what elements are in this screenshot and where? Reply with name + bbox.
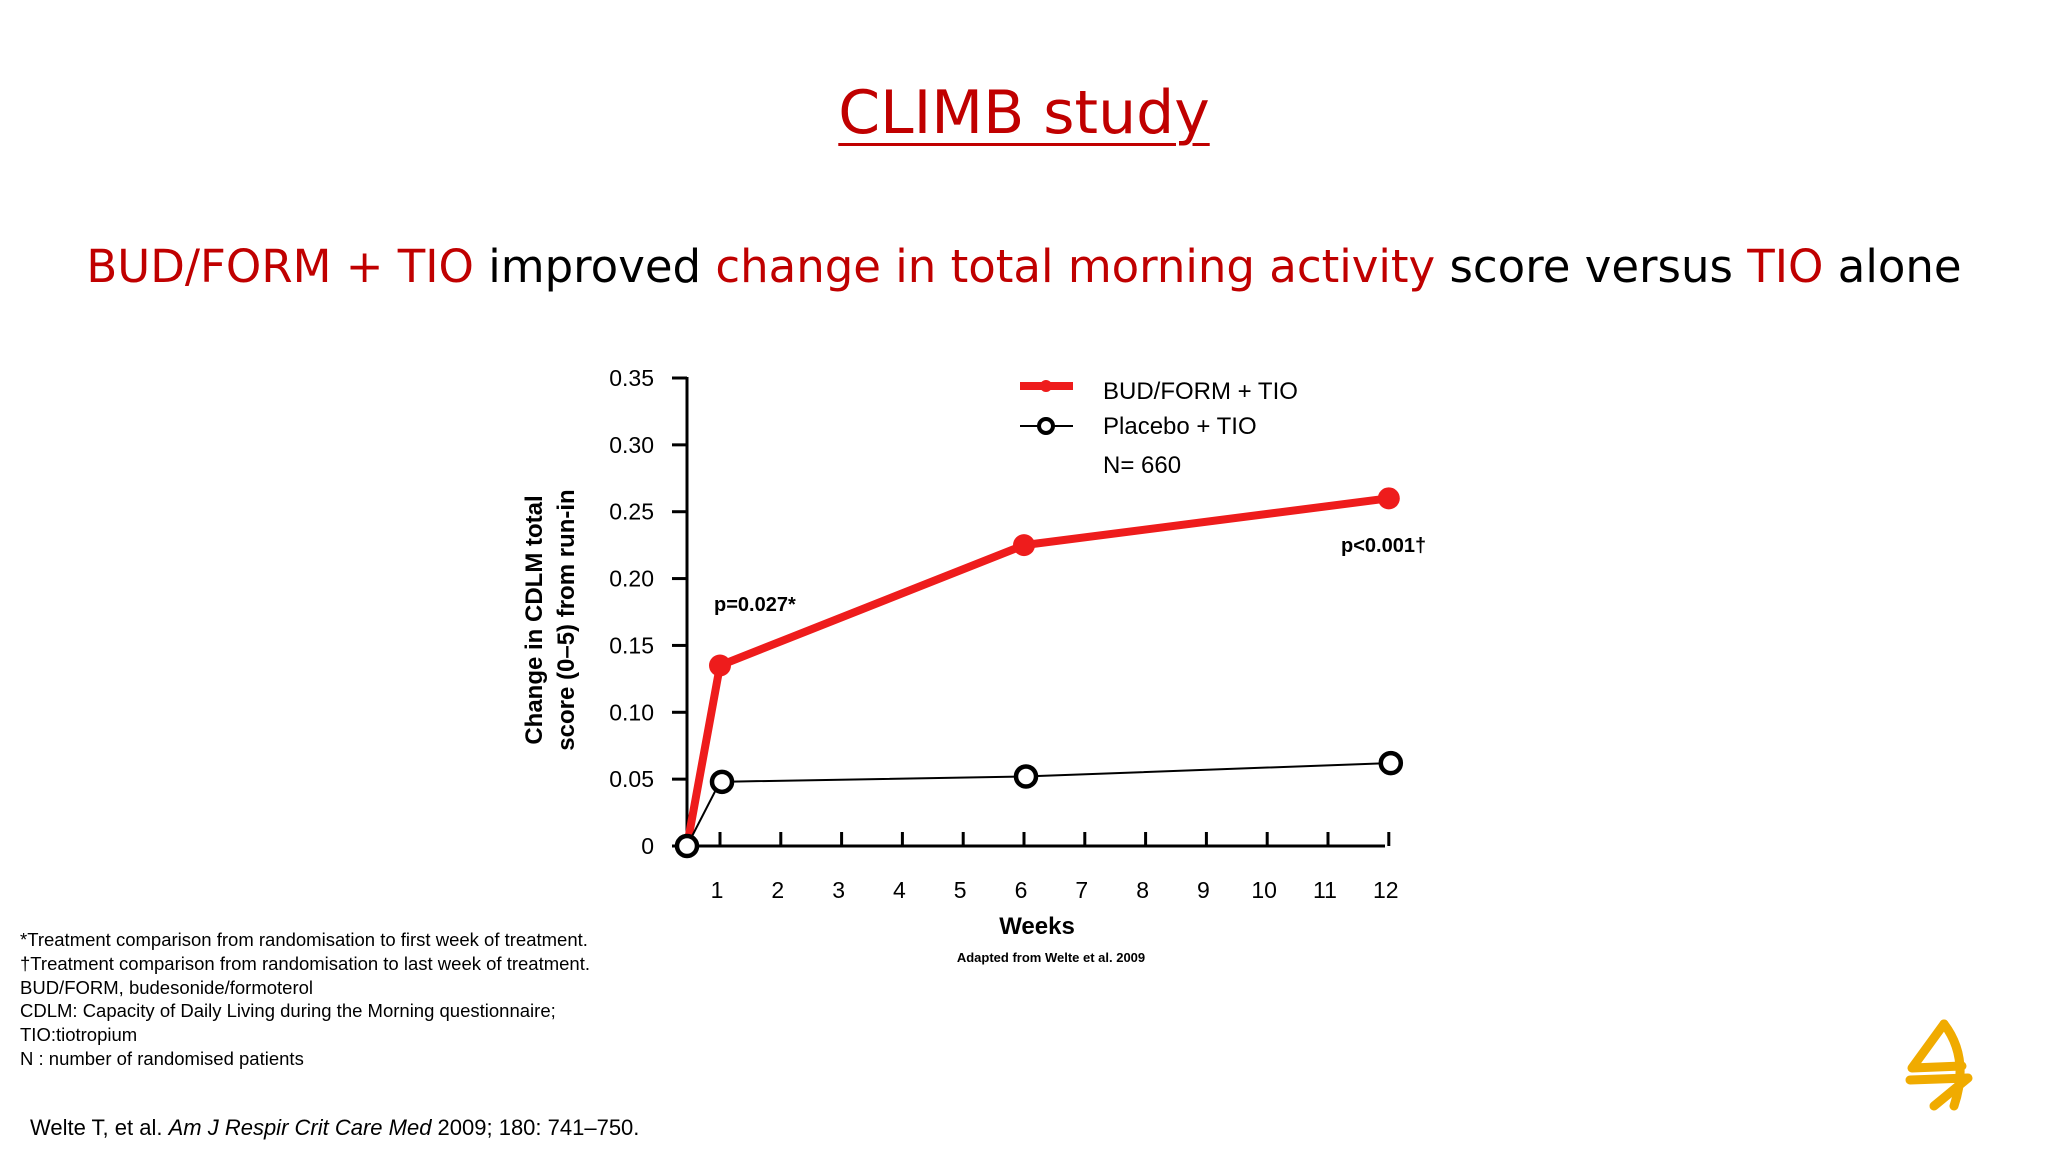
- chart-series: [674, 487, 1404, 859]
- slide-subtitle: BUD/FORM + TIO improved change in total …: [0, 240, 2048, 293]
- chart-axes: [672, 376, 1391, 848]
- x-tick-label: 5: [954, 877, 967, 903]
- data-point: [674, 833, 700, 859]
- data-point: [709, 769, 735, 795]
- slide-title: CLIMB study: [838, 78, 1210, 148]
- y-tick-label: 0.15: [609, 632, 654, 658]
- footnotes: *Treatment comparison from randomisation…: [20, 928, 590, 1071]
- chart-legend: BUD/FORM + TIO Placebo + TIO N= 660: [1020, 378, 1298, 479]
- y-axis-title: Change in CDLM total score (0–5) from run…: [521, 489, 580, 750]
- citation-authors: Welte T, et al.: [30, 1115, 169, 1140]
- y-axis-title-line: score (0–5) from run-in: [553, 489, 580, 750]
- sample-size-label: N= 660: [1103, 452, 1181, 479]
- data-point: [709, 654, 731, 677]
- footnote: †Treatment comparison from randomisation…: [20, 952, 590, 974]
- data-point: [1013, 764, 1039, 789]
- footnote: BUD/FORM, budesonide/formoterol: [20, 976, 314, 998]
- legend-label: Placebo + TIO: [1103, 413, 1257, 440]
- x-tick-label: 2: [771, 877, 784, 903]
- y-tick-label: 0.25: [609, 499, 654, 525]
- data-point: [1378, 750, 1404, 776]
- subtitle-part: alone: [1823, 240, 1962, 293]
- x-tick-label: 3: [832, 877, 845, 903]
- footnote: CDLM: Capacity of Daily Living during th…: [20, 1000, 556, 1022]
- footnote: *Treatment comparison from randomisation…: [20, 929, 588, 950]
- p-value-annotation: p<0.001†: [1341, 535, 1426, 557]
- subtitle-part: score versus: [1435, 240, 1748, 293]
- citation-details: 2009; 180: 741–750.: [431, 1115, 640, 1140]
- y-tick-label: 0.35: [609, 365, 654, 391]
- subtitle-part: BUD/FORM + TIO: [86, 240, 474, 293]
- subtitle-part: improved: [473, 240, 716, 293]
- subtitle-part: change in total morning activity: [715, 240, 1436, 293]
- legend-label: BUD/FORM + TIO: [1103, 378, 1298, 405]
- company-logo-icon: [1905, 1019, 1973, 1111]
- legend-marker: [1040, 380, 1052, 392]
- legend-marker: [1037, 417, 1055, 435]
- y-tick-label: 0.05: [609, 766, 654, 792]
- x-tick-label: 11: [1313, 877, 1337, 903]
- footnote: N : number of randomised patients: [20, 1047, 304, 1069]
- y-tick-label: 0.10: [609, 699, 654, 725]
- series-line: [683, 494, 1390, 847]
- p-value-annotation: p=0.027*: [714, 594, 796, 616]
- y-tick-label: 0: [641, 833, 654, 859]
- series-line: [686, 762, 1389, 847]
- x-tick-label: 10: [1251, 877, 1277, 903]
- citation: Welte T, et al. Am J Respir Crit Care Me…: [30, 1115, 639, 1141]
- x-tick-label: 4: [893, 877, 906, 903]
- x-tick-label: 8: [1136, 877, 1149, 903]
- x-tick-label: 6: [1015, 877, 1028, 903]
- y-axis-title-line: Change in CDLM total: [521, 495, 548, 744]
- data-point: [1377, 487, 1400, 510]
- x-tick-label: 1: [711, 877, 724, 903]
- y-tick-label: 0.20: [609, 566, 654, 592]
- chart-source-note: Adapted from Welte et al. 2009: [957, 950, 1145, 965]
- y-tick-label: 0.30: [609, 432, 654, 458]
- citation-journal: Am J Respir Crit Care Med: [168, 1115, 432, 1140]
- x-tick-label: 7: [1075, 877, 1088, 903]
- footnote: TIO:tiotropium: [20, 1024, 138, 1046]
- x-axis-title: Weeks: [999, 913, 1075, 940]
- x-tick-label: 12: [1373, 877, 1399, 903]
- chart-labels: 00.050.100.150.200.250.300.351 2 3 4 5 6 7 8 9 10…: [521, 365, 1426, 965]
- x-tick-label: 9: [1197, 877, 1210, 903]
- data-point: [1013, 534, 1035, 557]
- subtitle-part: TIO: [1747, 240, 1824, 293]
